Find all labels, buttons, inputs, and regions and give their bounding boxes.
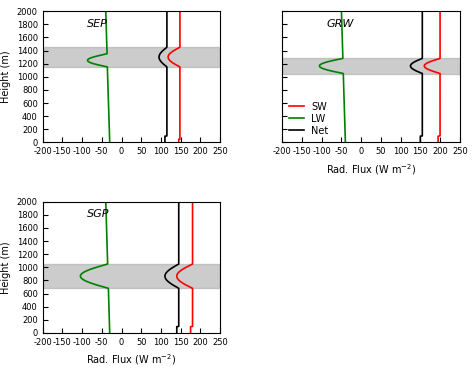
Text: SEP: SEP [87,19,108,29]
Bar [283,58,460,74]
Text: GRW: GRW [327,19,354,29]
X-axis label: Rad. Flux (W m$^{-2}$): Rad. Flux (W m$^{-2}$) [86,352,176,367]
Y-axis label: Height (m): Height (m) [1,50,11,103]
Bar [43,264,220,288]
Bar [43,47,220,67]
Y-axis label: Height (m): Height (m) [1,241,11,294]
X-axis label: Rad. Flux (W m$^{-2}$): Rad. Flux (W m$^{-2}$) [326,162,416,177]
Legend: SW, LW, Net: SW, LW, Net [287,100,331,138]
Text: SGP: SGP [87,209,109,219]
